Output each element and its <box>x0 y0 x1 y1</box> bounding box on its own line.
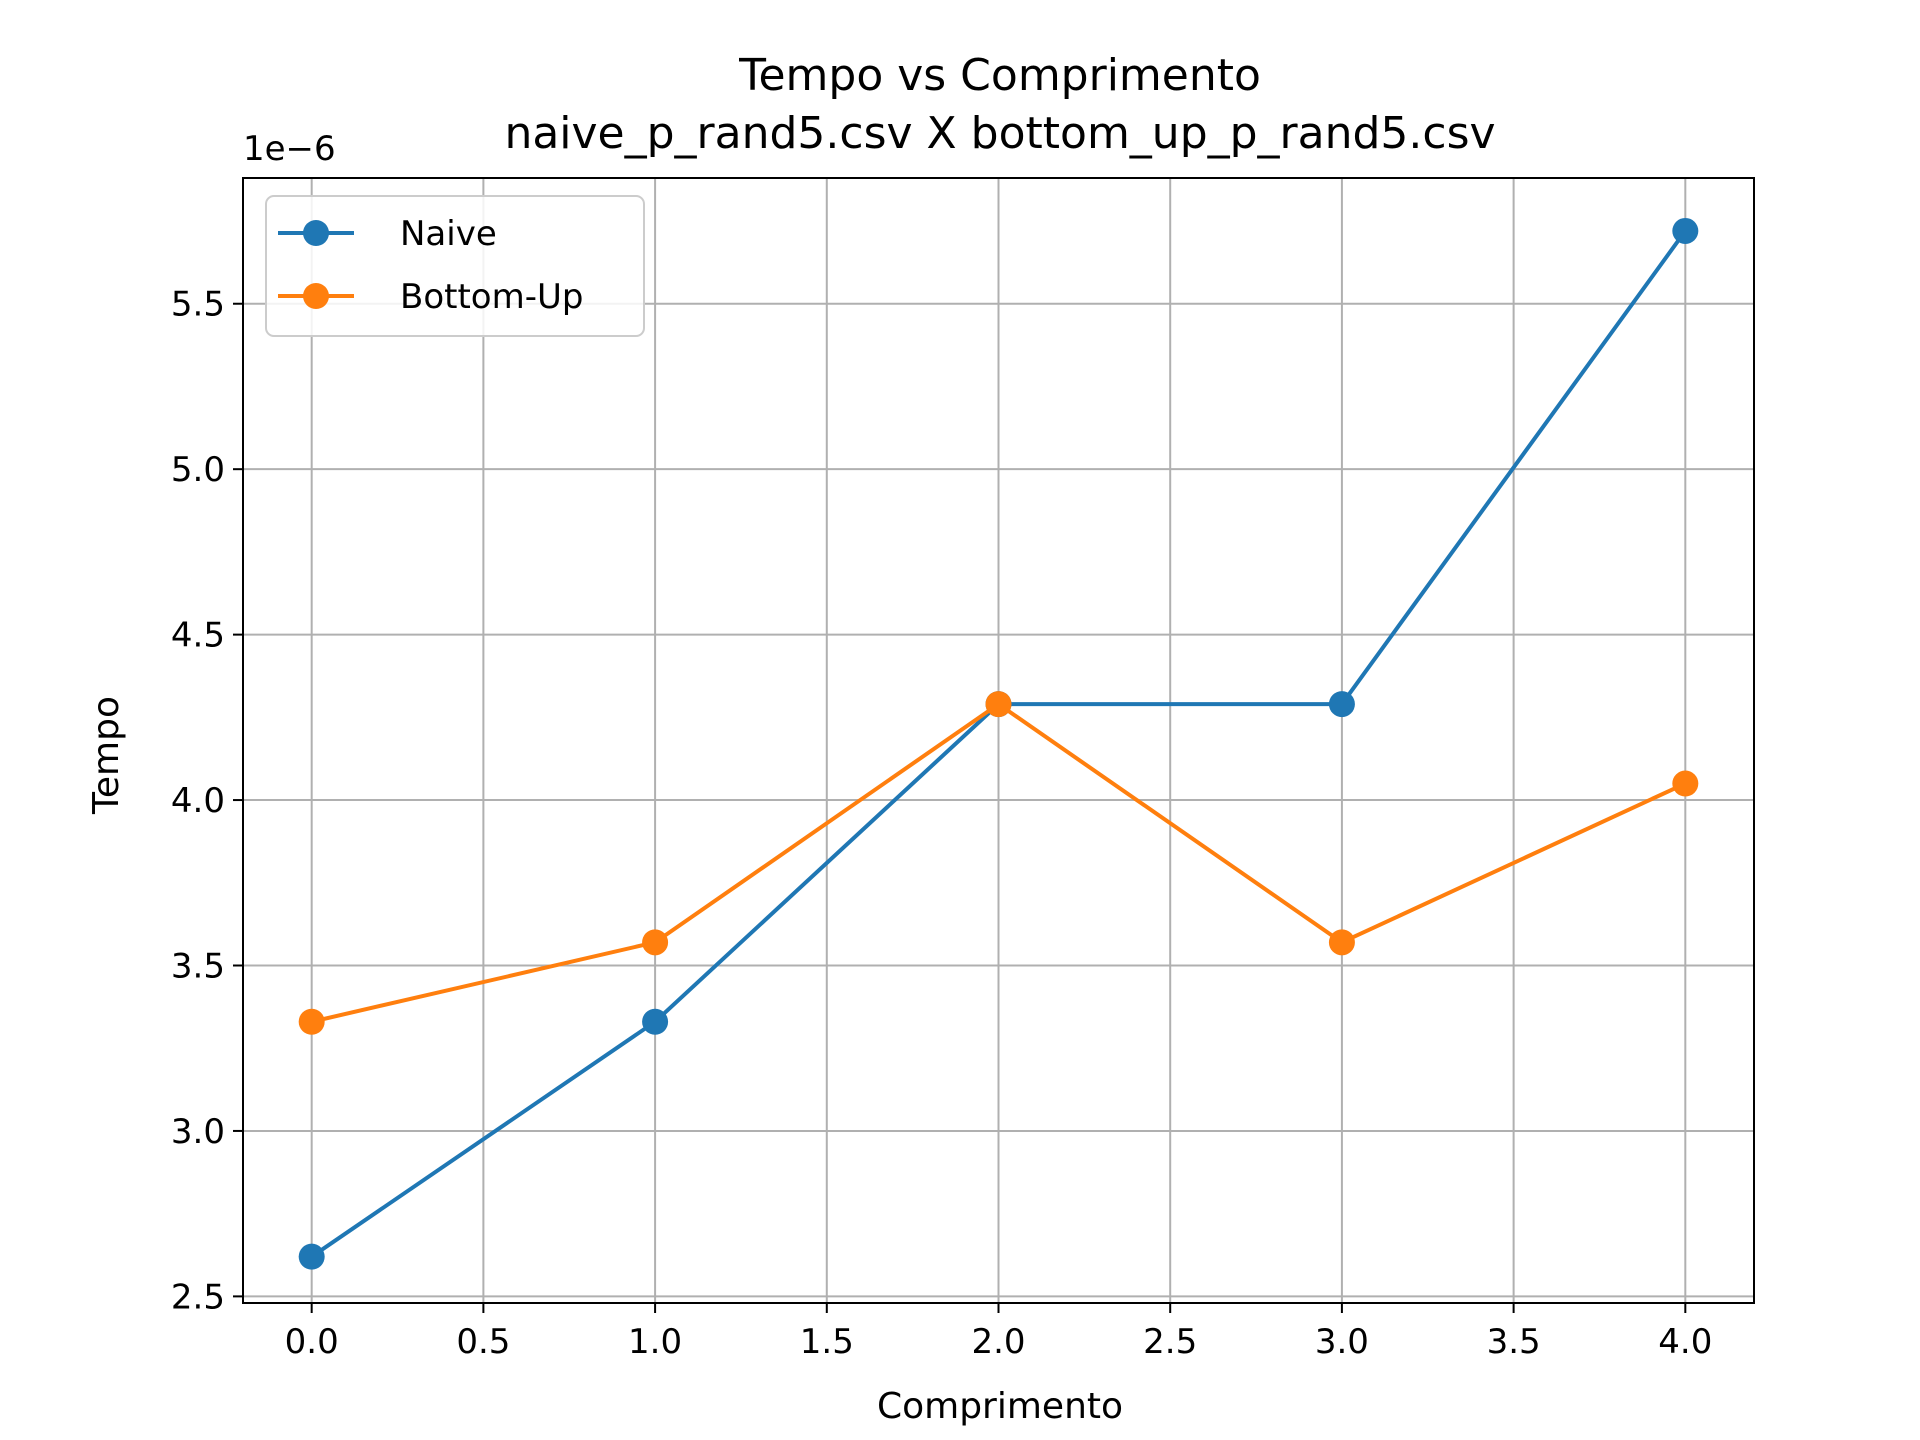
x-tick-label: 3.5 <box>1487 1322 1541 1362</box>
data-point-naive <box>298 1243 325 1270</box>
data-point-bottom-up <box>642 929 669 956</box>
legend-label-bottom-up: Bottom-Up <box>400 277 583 317</box>
series-layer <box>298 217 1699 1270</box>
y-tick-label: 2.5 <box>171 1277 225 1317</box>
x-tick-label: 0.5 <box>456 1322 510 1362</box>
data-point-naive <box>1328 691 1355 718</box>
data-point-bottom-up <box>1672 770 1699 797</box>
x-tick-label: 3.0 <box>1315 1322 1369 1362</box>
grid <box>243 178 1754 1303</box>
y-axis-label: Tempo <box>86 696 127 815</box>
y-tick-label: 4.5 <box>171 616 225 656</box>
x-tick-label: 1.5 <box>800 1322 854 1362</box>
y-tick-label: 4.0 <box>171 781 225 821</box>
data-point-naive <box>1672 217 1699 244</box>
legend-label-naive: Naive <box>400 214 497 254</box>
y-tick-label: 3.0 <box>171 1112 225 1152</box>
y-tick-label: 5.0 <box>171 450 225 490</box>
data-point-bottom-up <box>298 1008 325 1035</box>
chart-title: Tempo vs Comprimento <box>738 50 1261 101</box>
series-bottom-up <box>298 691 1699 1035</box>
x-tick-label: 0.0 <box>285 1322 339 1362</box>
legend-marker-bottom-up <box>303 283 329 309</box>
x-tick-label: 2.5 <box>1143 1322 1197 1362</box>
legend: Naive Bottom-Up <box>265 195 645 337</box>
data-point-bottom-up <box>985 691 1012 718</box>
x-tick-label: 2.0 <box>971 1322 1025 1362</box>
x-axis-label: Comprimento <box>877 1386 1123 1427</box>
chart-subtitle: naive_p_rand5.csv X bottom_up_p_rand5.cs… <box>504 108 1495 159</box>
data-point-naive <box>642 1008 669 1035</box>
y-tick-label: 5.5 <box>171 285 225 325</box>
x-tick-label: 4.0 <box>1658 1322 1712 1362</box>
y-tick-label: 3.5 <box>171 947 225 987</box>
ticks: 0.0 0.5 1.0 1.5 2.0 2.5 3.0 3.5 4.0 2.5 3.0 3.5 4.0 4… <box>171 285 1712 1362</box>
data-point-bottom-up <box>1328 929 1355 956</box>
y-offset-label: 1e−6 <box>243 129 336 169</box>
legend-box <box>265 195 645 337</box>
legend-marker-naive <box>303 220 329 246</box>
x-tick-label: 1.0 <box>628 1322 682 1362</box>
